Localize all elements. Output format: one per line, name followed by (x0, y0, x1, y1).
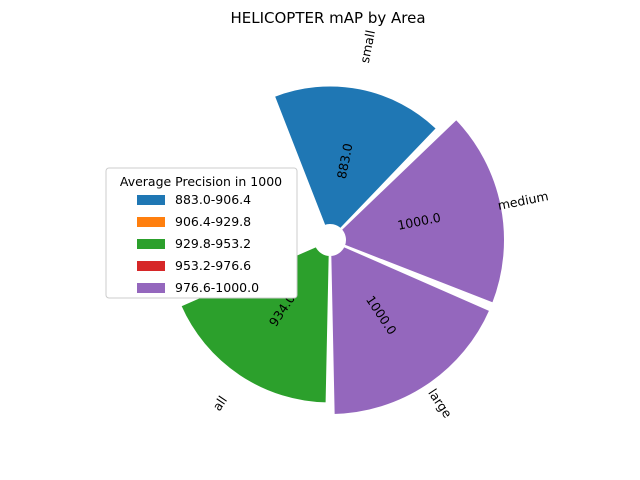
legend-swatch-3 (137, 261, 165, 271)
legend-swatch-1 (137, 217, 165, 227)
legend-label-0: 883.0-906.4 (175, 192, 251, 207)
legend-title: Average Precision in 1000 (120, 174, 282, 189)
category-label-small: small (357, 29, 378, 65)
legend-label-1: 906.4-929.8 (175, 214, 251, 229)
category-label-medium: medium (496, 188, 549, 213)
legend-label-3: 953.2-976.6 (175, 258, 251, 273)
value-label-small: 883.0 (334, 142, 356, 180)
slice-small (272, 84, 439, 231)
legend-entries: 883.0-906.4 906.4-929.8 929.8-953.2 953.2-9… (137, 192, 259, 295)
legend-swatch-4 (137, 283, 165, 293)
legend: Average Precision in 1000 883.0-906.4 906… (105, 167, 298, 299)
legend-label-4: 976.6-1000.0 (175, 280, 259, 295)
category-label-large: large (425, 386, 455, 421)
slices-group (179, 84, 506, 416)
slice-large (329, 244, 492, 416)
legend-swatch-0 (137, 195, 165, 205)
legend-swatch-2 (137, 239, 165, 249)
slice-medium (339, 117, 506, 305)
category-label-all: all (209, 393, 230, 413)
legend-label-2: 929.8-953.2 (175, 236, 251, 251)
chart-title: HELICOPTER mAP by Area (230, 9, 425, 27)
